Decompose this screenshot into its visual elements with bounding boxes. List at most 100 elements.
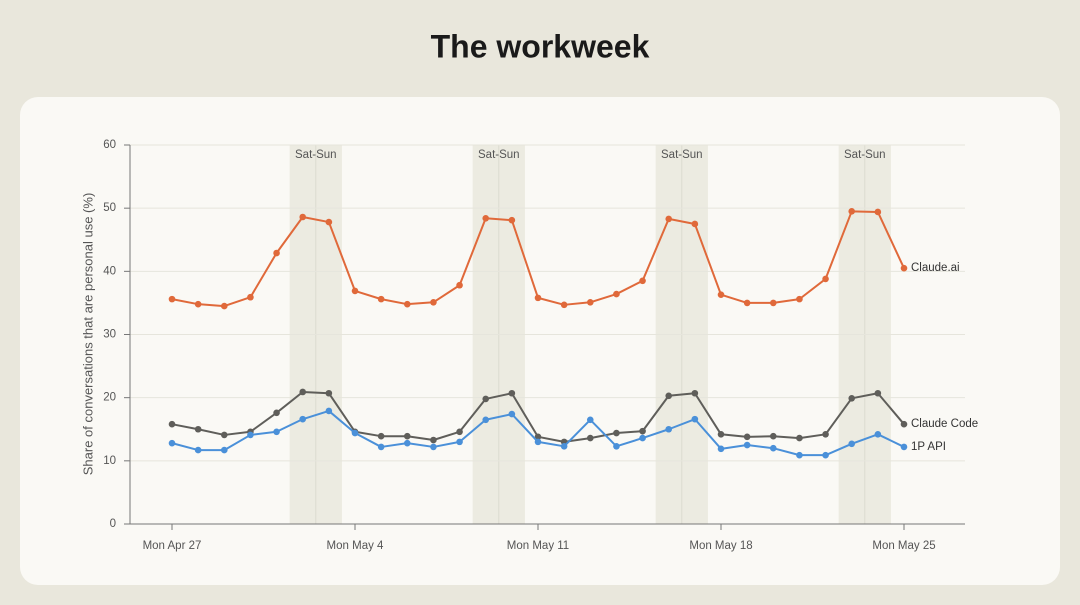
data-point (482, 416, 490, 424)
data-point (403, 300, 411, 308)
data-point (874, 431, 882, 438)
data-point (168, 295, 176, 303)
data-point (560, 301, 568, 309)
x-tick-label: Mon Apr 27 (143, 540, 202, 552)
data-point (717, 431, 725, 438)
data-point (220, 302, 228, 310)
data-point (717, 445, 725, 453)
data-point (508, 389, 516, 397)
data-point (377, 443, 385, 451)
data-point (665, 215, 673, 223)
data-point (534, 294, 542, 302)
data-point (639, 427, 646, 435)
chart-title: The workweek (431, 28, 650, 64)
data-point (848, 394, 856, 402)
data-point (456, 438, 463, 446)
data-point (665, 392, 673, 400)
data-point (247, 293, 254, 301)
data-point (377, 295, 385, 303)
data-point (299, 388, 307, 396)
data-point (430, 298, 437, 306)
data-point (482, 395, 490, 403)
data-point (613, 290, 620, 298)
data-point (796, 434, 803, 442)
data-point (796, 295, 803, 303)
data-point (299, 415, 307, 423)
y-tick-label: 50 (103, 202, 116, 214)
data-point (325, 407, 333, 415)
annotation: Sat-Sun (478, 149, 520, 161)
data-point (194, 425, 202, 433)
data-point (456, 281, 463, 289)
data-point (822, 451, 829, 459)
data-point (220, 446, 228, 454)
data-point (403, 439, 411, 447)
data-point (586, 416, 594, 424)
data-point (822, 275, 829, 283)
data-point (691, 389, 699, 397)
data-point (743, 441, 751, 449)
data-point (168, 439, 176, 447)
data-point (273, 409, 280, 417)
data-point (534, 438, 542, 446)
data-point (717, 291, 725, 299)
data-point (194, 300, 202, 308)
series-label: 1P API (911, 441, 946, 453)
series-label: Claude.ai (911, 262, 960, 274)
data-point (194, 446, 202, 454)
data-point (769, 432, 777, 440)
x-tick-label: Mon May 11 (507, 540, 569, 552)
data-point (508, 410, 516, 418)
data-point (848, 440, 856, 448)
y-tick-label: 40 (103, 265, 116, 277)
data-point (482, 214, 490, 222)
data-point (639, 434, 646, 442)
y-axis-label: Share of conversations that are personal… (80, 193, 95, 476)
data-point (874, 208, 882, 216)
data-point (796, 451, 803, 459)
data-point (560, 443, 568, 450)
data-point (691, 220, 699, 228)
data-point (299, 213, 307, 221)
x-tick-label: Mon May 18 (689, 540, 752, 552)
data-point (613, 429, 620, 437)
x-tick-label: Mon May 25 (872, 540, 935, 552)
annotation: Sat-Sun (844, 149, 886, 161)
data-point (639, 277, 646, 285)
y-tick-label: 60 (103, 139, 116, 151)
annotation: Sat-Sun (661, 149, 703, 161)
data-point (900, 420, 908, 428)
data-point (403, 432, 411, 440)
data-point (900, 264, 908, 272)
data-point (743, 299, 751, 307)
data-point (769, 299, 777, 307)
y-tick-label: 30 (103, 329, 116, 341)
data-point (456, 428, 463, 436)
data-point (691, 415, 699, 423)
data-point (273, 428, 280, 436)
data-point (508, 216, 516, 224)
series-label: Claude Code (911, 418, 978, 430)
data-point (586, 434, 594, 442)
data-point (743, 433, 751, 441)
data-point (377, 432, 385, 440)
data-point (613, 443, 620, 450)
data-point (665, 425, 673, 433)
data-point (900, 443, 908, 451)
data-point (273, 249, 280, 257)
data-point (769, 444, 777, 452)
data-point (168, 420, 176, 428)
y-tick-label: 10 (103, 455, 116, 467)
data-point (822, 431, 829, 438)
y-tick-label: 0 (110, 518, 116, 530)
annotation: Sat-Sun (295, 149, 337, 161)
data-point (430, 443, 437, 451)
card (20, 97, 1060, 585)
data-point (220, 431, 228, 439)
x-tick-label: Mon May 4 (327, 540, 384, 552)
data-point (325, 389, 333, 397)
data-point (325, 218, 333, 226)
data-point (848, 208, 856, 215)
